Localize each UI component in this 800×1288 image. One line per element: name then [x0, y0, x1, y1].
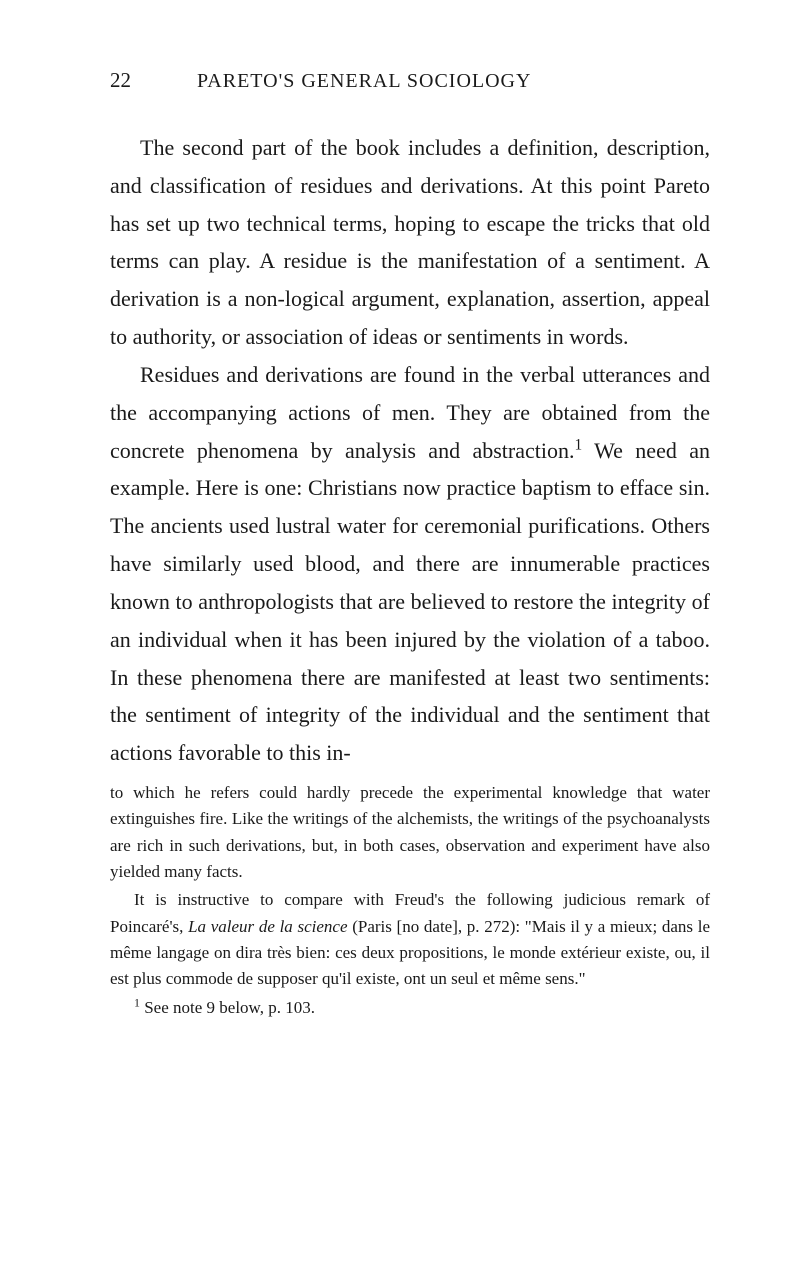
footnote-ref-text: See note 9 below, p. 103. — [140, 998, 315, 1017]
body-paragraph-1: The second part of the book includes a d… — [110, 129, 710, 356]
footnote-paragraph-2: It is instructive to compare with Freud'… — [110, 887, 710, 992]
body-paragraph-2: Residues and derivations are found in th… — [110, 356, 710, 772]
page-number: 22 — [110, 68, 131, 93]
footnote-continuation: to which he refers could hardly precede … — [110, 780, 710, 885]
footnote-reference-1: 1 See note 9 below, p. 103. — [110, 995, 710, 1021]
page-header: 22 PARETO'S GENERAL SOCIOLOGY — [110, 68, 710, 93]
running-title: PARETO'S GENERAL SOCIOLOGY — [197, 70, 531, 93]
footnote-italic-title: La valeur de la science — [188, 917, 347, 936]
body-text-2b: We need an example. Here is one: Christi… — [110, 438, 710, 766]
